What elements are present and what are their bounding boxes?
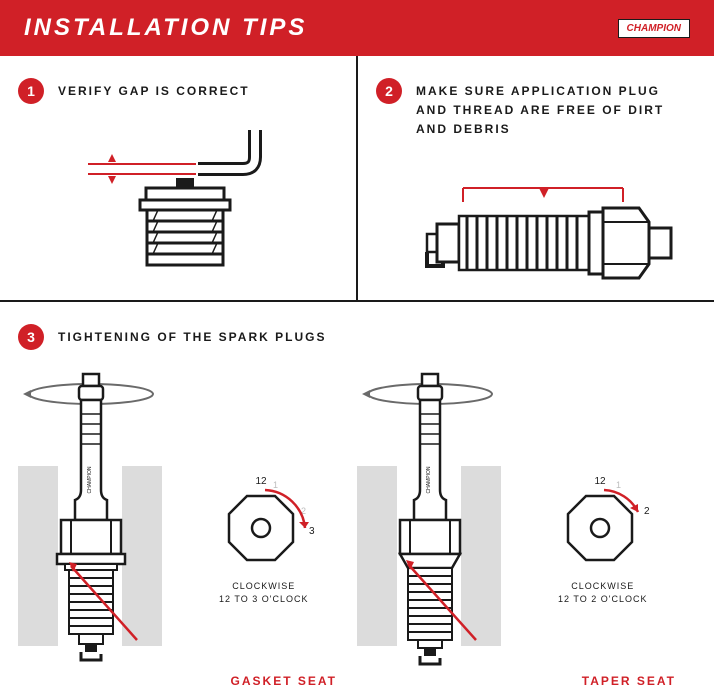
svg-text:2: 2 xyxy=(644,506,650,517)
step-1-diagram xyxy=(18,124,338,274)
step-3-number: 3 xyxy=(18,324,44,350)
step-2-diagram xyxy=(376,160,696,310)
gasket-seat-label: GASKET SEAT xyxy=(231,674,337,688)
svg-text:12: 12 xyxy=(255,476,267,487)
step-3-label: TIGHTENING OF THE SPARK PLUGS xyxy=(58,324,326,347)
svg-text:3: 3 xyxy=(309,526,315,537)
taper-seat-group: CHAMPION xyxy=(357,370,696,680)
taper-clock-svg: 12 1 2 xyxy=(548,474,658,574)
page-title: INSTALLATION TIPS xyxy=(24,14,307,42)
gasket-clock-labels: CLOCKWISE 12 TO 3 O'CLOCK xyxy=(219,580,308,605)
svg-text:12: 12 xyxy=(594,476,606,487)
step-1-cell: 1 VERIFY GAP IS CORRECT xyxy=(0,56,358,300)
step-2-header: 2 MAKE SURE APPLICATION PLUG AND THREAD … xyxy=(376,78,696,140)
gasket-clock-svg: 12 1 2 3 xyxy=(209,474,319,574)
taper-clock-range: 12 TO 2 O'CLOCK xyxy=(558,593,647,606)
header-bar: INSTALLATION TIPS CHAMPION xyxy=(0,0,714,56)
taper-plug-svg: CHAMPION xyxy=(358,370,508,670)
svg-text:1: 1 xyxy=(616,480,621,490)
brand-badge: CHAMPION xyxy=(618,19,690,38)
svg-text:CHAMPION: CHAMPION xyxy=(87,466,93,493)
step-2-label: MAKE SURE APPLICATION PLUG AND THREAD AR… xyxy=(416,78,696,140)
step-2-number: 2 xyxy=(376,78,402,104)
gasket-plug-svg: CHAMPION xyxy=(19,370,169,670)
taper-plug-column: CHAMPION xyxy=(357,370,510,680)
step-3-header: 3 TIGHTENING OF THE SPARK PLUGS xyxy=(18,324,696,350)
thread-diagram-svg xyxy=(391,170,681,300)
svg-text:1: 1 xyxy=(273,480,278,490)
top-row: 1 VERIFY GAP IS CORRECT xyxy=(0,56,714,302)
step-2-cell: 2 MAKE SURE APPLICATION PLUG AND THREAD … xyxy=(358,56,714,300)
taper-clock-labels: CLOCKWISE 12 TO 2 O'CLOCK xyxy=(558,580,647,605)
taper-clock-column: 12 1 2 CLOCKWISE 12 TO 2 O'CLOCK xyxy=(510,370,696,680)
gap-diagram-svg xyxy=(48,124,308,274)
taper-seat-label: TAPER SEAT xyxy=(582,674,676,688)
svg-text:CHAMPION: CHAMPION xyxy=(426,466,432,493)
step-1-number: 1 xyxy=(18,78,44,104)
step-1-label: VERIFY GAP IS CORRECT xyxy=(58,78,250,101)
step-3-section: 3 TIGHTENING OF THE SPARK PLUGS xyxy=(0,302,714,700)
step-1-header: 1 VERIFY GAP IS CORRECT xyxy=(18,78,338,104)
gasket-clock-title: CLOCKWISE xyxy=(219,580,308,593)
gasket-clock-column: 12 1 2 3 CLOCKWISE 12 TO 3 O'CLOCK xyxy=(171,370,357,680)
taper-clock-title: CLOCKWISE xyxy=(558,580,647,593)
content-area: 1 VERIFY GAP IS CORRECT xyxy=(0,56,714,700)
gasket-clock-range: 12 TO 3 O'CLOCK xyxy=(219,593,308,606)
gasket-plug-column: CHAMPION xyxy=(18,370,171,680)
gasket-seat-group: CHAMPION xyxy=(18,370,357,680)
bottom-diagrams: CHAMPION xyxy=(18,370,696,680)
